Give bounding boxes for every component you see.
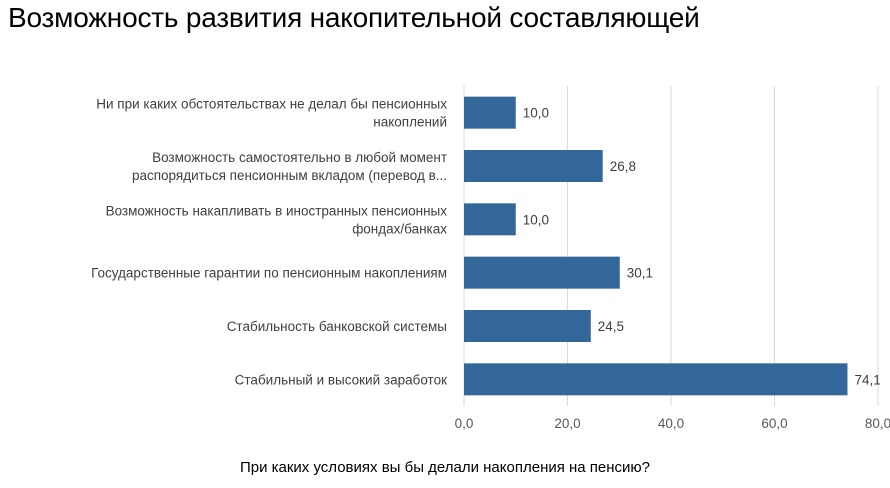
value-label: 10,0 (523, 106, 549, 121)
page-title: Возможность развития накопительной соста… (8, 2, 700, 33)
category-label: Ни при каких обстоятельствах не делал бы… (96, 97, 447, 130)
bar (464, 363, 848, 396)
gridlines (463, 86, 879, 406)
x-axis-title: При каких условиях вы бы делали накоплен… (239, 459, 651, 476)
x-tick-label: 60,0 (761, 416, 787, 431)
category-labels: Ни при каких обстоятельствах не делал бы… (91, 97, 447, 388)
value-label: 30,1 (627, 266, 653, 281)
bar (464, 256, 620, 289)
value-label: 26,8 (610, 159, 636, 174)
bar (464, 96, 516, 129)
category-label: Государственные гарантии по пенсионным н… (91, 266, 447, 281)
value-label: 24,5 (598, 319, 624, 334)
x-axis-ticks: 0,0 20,0 40,0 60,0 80,0 (455, 416, 890, 431)
bar (464, 203, 516, 236)
category-label: Возможность самостоятельно в любой момен… (132, 150, 447, 183)
bars (464, 96, 848, 396)
x-tick-label: 40,0 (658, 416, 684, 431)
category-label: Стабильность банковской системы (227, 319, 447, 334)
value-label: 74,1 (854, 372, 880, 387)
bar (464, 310, 591, 342)
x-tick-label: 20,0 (554, 416, 580, 431)
x-tick-label: 80,0 (865, 416, 890, 431)
category-label: Стабильный и высокий заработок (235, 372, 447, 387)
category-label: Возможность накапливать в иностранных пе… (106, 203, 448, 236)
bar (464, 150, 603, 182)
value-labels: 10,0 26,8 10,0 30,1 24,5 74,1 (523, 106, 881, 388)
x-tick-label: 0,0 (455, 416, 474, 431)
value-label: 10,0 (523, 212, 549, 227)
